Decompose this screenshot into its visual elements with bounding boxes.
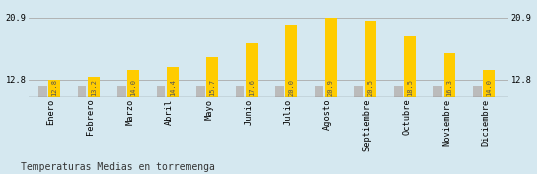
Bar bbox=[433, 86, 442, 97]
Text: Temperaturas Medias en torremenga: Temperaturas Medias en torremenga bbox=[21, 162, 215, 172]
Bar bbox=[354, 86, 363, 97]
Text: 20.5: 20.5 bbox=[367, 79, 374, 96]
Bar bbox=[48, 80, 60, 97]
Bar bbox=[206, 57, 219, 97]
Bar bbox=[444, 53, 455, 97]
Bar bbox=[157, 86, 165, 97]
Bar bbox=[38, 86, 47, 97]
Bar bbox=[404, 36, 416, 97]
Text: 17.6: 17.6 bbox=[249, 79, 255, 96]
Text: 16.3: 16.3 bbox=[447, 79, 453, 96]
Bar bbox=[77, 86, 86, 97]
Bar bbox=[236, 86, 244, 97]
Bar bbox=[117, 86, 126, 97]
Text: 20.9: 20.9 bbox=[328, 79, 334, 96]
Bar bbox=[315, 86, 323, 97]
Bar bbox=[246, 43, 258, 97]
Text: 13.2: 13.2 bbox=[91, 79, 97, 96]
Text: 18.5: 18.5 bbox=[407, 79, 413, 96]
Bar bbox=[286, 25, 297, 97]
Bar bbox=[473, 86, 482, 97]
Bar bbox=[127, 70, 139, 97]
Text: 14.4: 14.4 bbox=[170, 79, 176, 96]
Bar bbox=[88, 77, 100, 97]
Bar bbox=[167, 67, 179, 97]
Bar bbox=[483, 70, 495, 97]
Text: 15.7: 15.7 bbox=[209, 79, 215, 96]
Bar bbox=[196, 86, 205, 97]
Bar bbox=[365, 21, 376, 97]
Text: 20.0: 20.0 bbox=[288, 79, 294, 96]
Bar bbox=[325, 18, 337, 97]
Bar bbox=[275, 86, 284, 97]
Bar bbox=[394, 86, 403, 97]
Text: 14.0: 14.0 bbox=[130, 79, 136, 96]
Text: 12.8: 12.8 bbox=[51, 79, 57, 96]
Text: 14.0: 14.0 bbox=[486, 79, 492, 96]
